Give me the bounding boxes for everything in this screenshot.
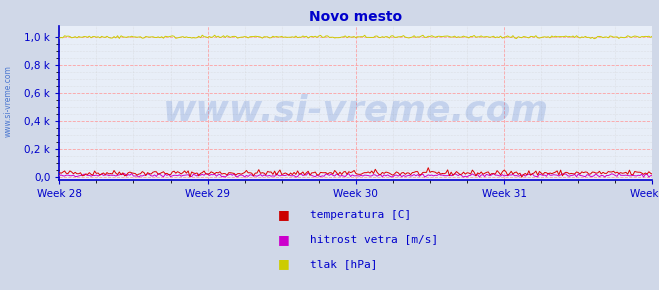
Text: www.si-vreme.com: www.si-vreme.com	[3, 66, 13, 137]
Text: ■: ■	[277, 208, 289, 221]
Text: www.si-vreme.com: www.si-vreme.com	[163, 94, 549, 128]
Text: ■: ■	[277, 258, 289, 270]
Title: Novo mesto: Novo mesto	[309, 10, 403, 23]
Text: temperatura [C]: temperatura [C]	[310, 210, 411, 220]
Text: tlak [hPa]: tlak [hPa]	[310, 259, 377, 269]
Text: ■: ■	[277, 233, 289, 246]
Text: hitrost vetra [m/s]: hitrost vetra [m/s]	[310, 234, 438, 244]
